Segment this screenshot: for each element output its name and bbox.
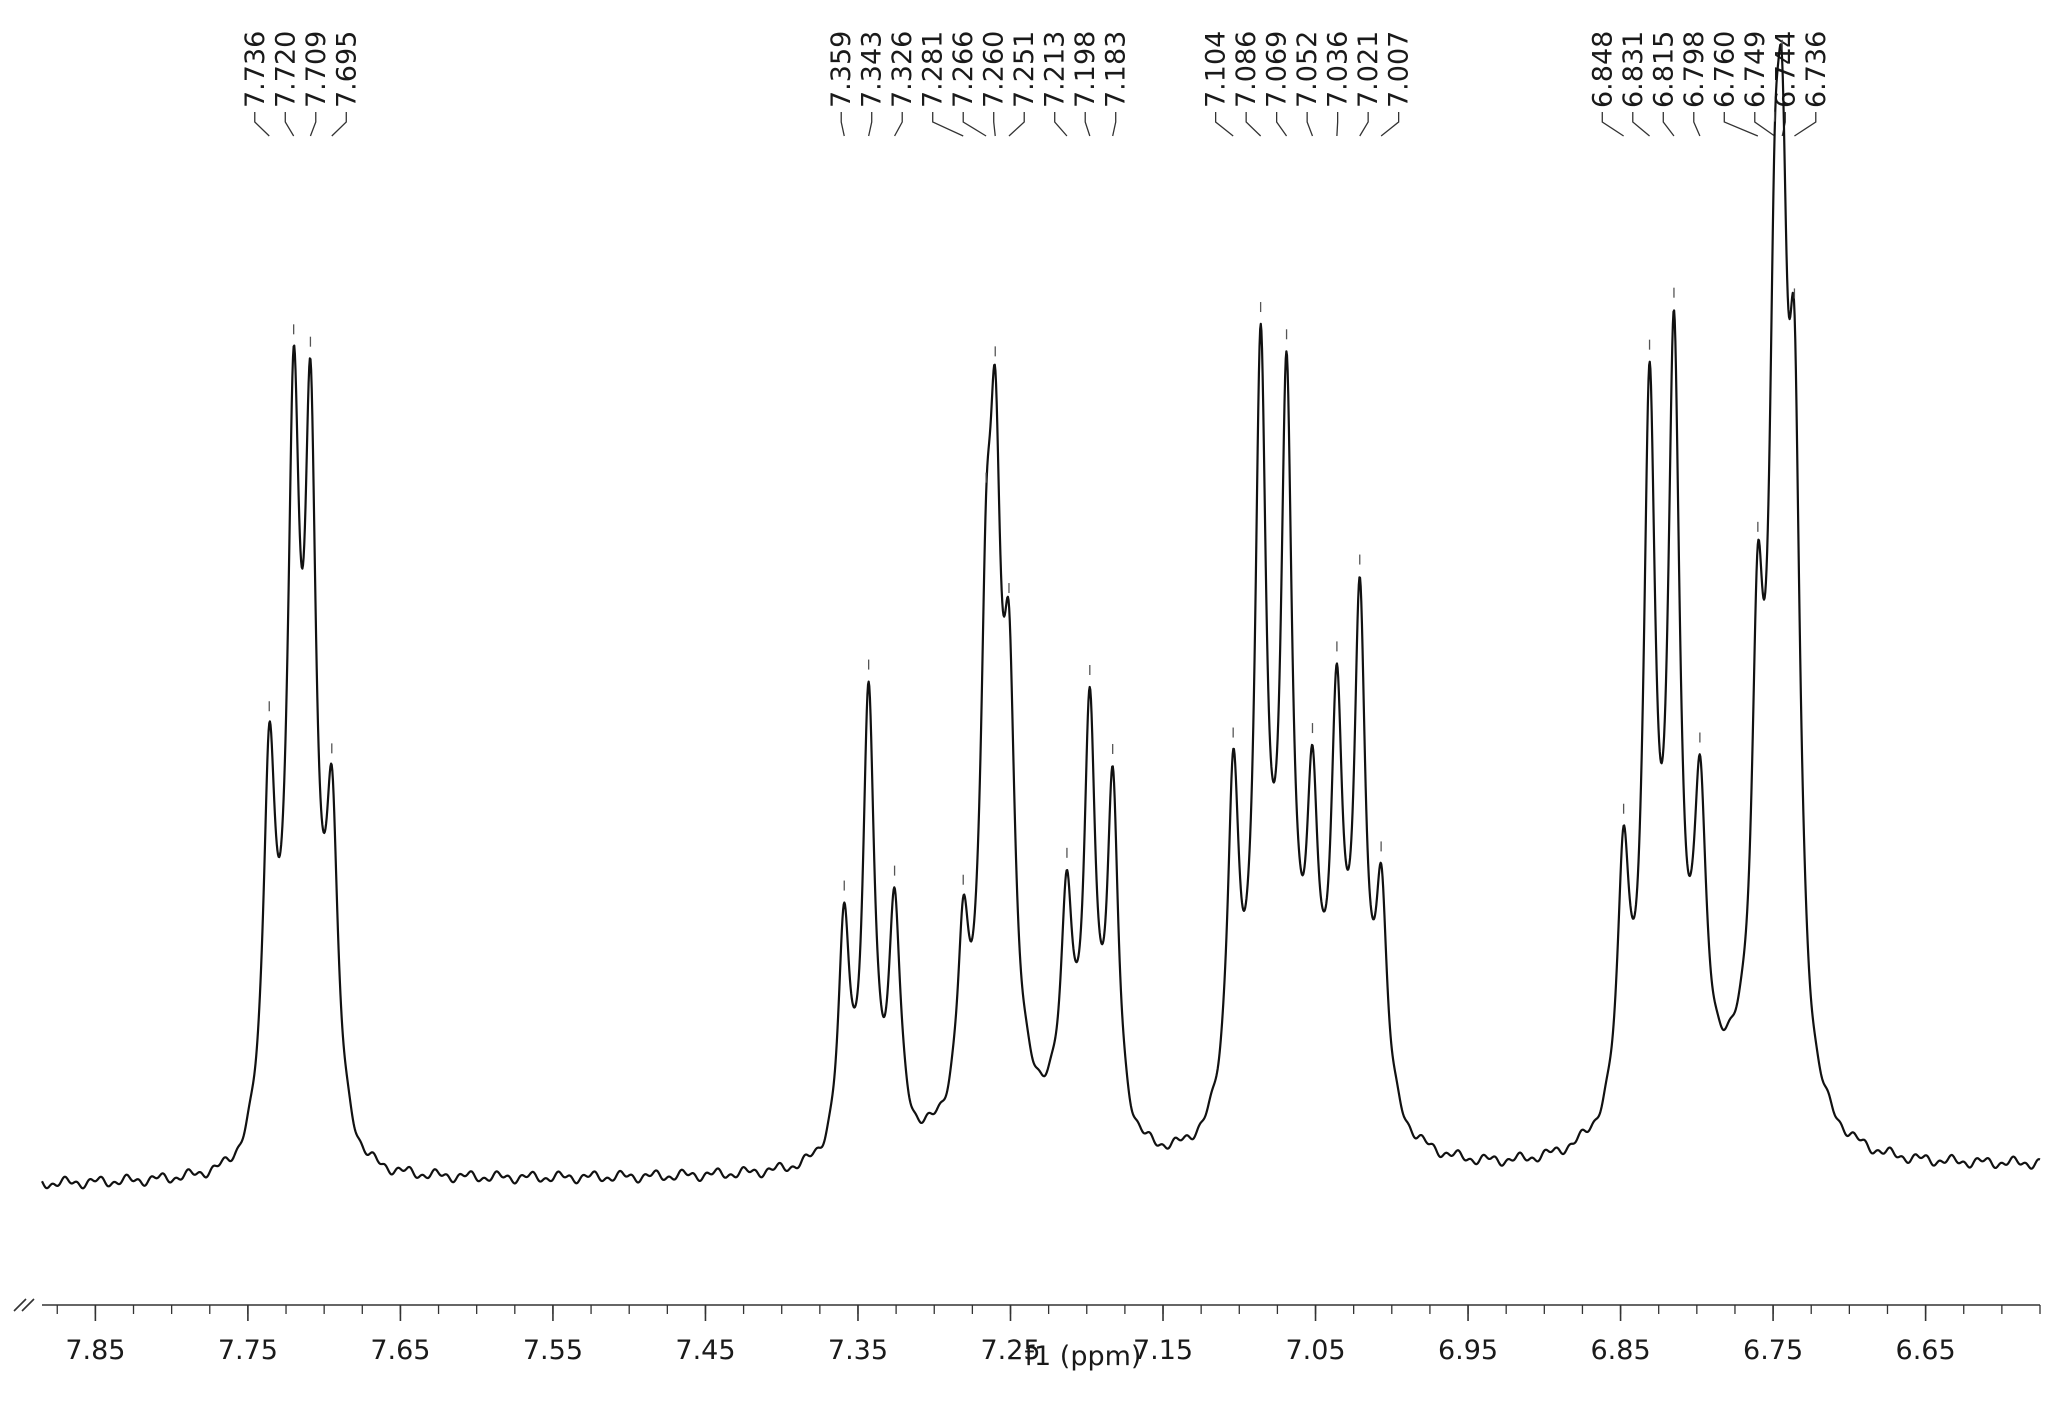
peak-label-connector [1054,112,1068,137]
x-tick-label: 7.55 [523,1335,583,1366]
peak-shift-label: 6.848 [1587,31,1618,108]
peak-label-connector [1632,112,1650,137]
x-tick-label: 7.35 [828,1335,888,1366]
peak-shift-label: 7.021 [1353,31,1384,108]
peak-shift-label: 6.749 [1740,31,1771,108]
peak-shift-label: 7.104 [1201,31,1232,108]
peak-label-connector [1084,112,1091,137]
peak-shift-label: 7.213 [1040,31,1071,108]
peak-shift-label: 7.069 [1262,31,1293,108]
peak-shift-label: 7.183 [1101,31,1132,108]
peak-shift-label: 7.251 [1009,31,1040,108]
peak-shift-label: 6.815 [1648,31,1679,108]
spectrum-line [41,43,2041,1190]
peak-label-connector [1359,112,1369,137]
x-axis [13,1298,2040,1312]
x-tick-label: 7.15 [1133,1335,1193,1366]
peak-label-connector [1306,112,1314,137]
x-tick-label: 7.65 [370,1335,430,1366]
peak-shift-label: 7.720 [270,31,301,108]
spectrum-plot-area [41,43,2041,1190]
x-axis-title: f1 (ppm) [1025,1341,1142,1372]
peak-label-connector [1336,112,1339,137]
peak-label-connector [1693,112,1701,137]
peak-label-connector [1662,112,1675,137]
peak-shift-label: 7.198 [1070,31,1101,108]
peak-label-group: 7.736 7.720 7.709 7.695 7.359 7.343 7.326 7.281… [240,31,1832,137]
peak-shift-label: 7.260 [979,31,1010,108]
axis-break-mark [13,1298,35,1312]
peak-label-connector [1794,112,1817,137]
peak-shift-label: 7.359 [826,31,857,108]
x-tick-label: 6.65 [1896,1335,1956,1366]
peak-label-connector [1276,112,1288,137]
peak-label-connector [284,112,295,137]
peak-shift-label: 7.326 [887,31,918,108]
peak-shift-label: 7.007 [1384,31,1415,108]
peak-label-connector [1723,112,1759,137]
x-tick-label: 6.85 [1591,1335,1651,1366]
peak-label-connector [309,112,317,137]
peak-shift-label: 6.831 [1618,31,1649,108]
x-tick-label: 7.45 [675,1335,735,1366]
peak-label-connector [932,112,964,137]
peak-shift-label: 7.343 [857,31,888,108]
x-tick-label: 7.85 [65,1335,125,1366]
peak-shift-label: 7.266 [948,31,979,108]
peak-shift-label: 7.036 [1323,31,1354,108]
peak-label-connector [993,112,996,137]
peak-label-connector [1601,112,1624,137]
x-tick-label: 7.75 [218,1335,278,1366]
peak-label-connector [1112,112,1117,137]
peak-shift-label: 6.798 [1679,31,1710,108]
x-tick-label: 6.75 [1743,1335,1803,1366]
x-tick-label: 7.05 [1285,1335,1345,1366]
peak-label-connector [1008,112,1025,137]
x-axis-ticks: 7.85 7.75 7.65 7.55 7.45 7.35 7.25 7.15 7.05 6.95… [56,1305,2041,1366]
peak-label-connector [1754,112,1775,137]
peak-shift-label: 7.086 [1231,31,1262,108]
peak-label-connector [1215,112,1234,137]
peak-shift-label: 7.052 [1292,31,1323,108]
peak-shift-label: 6.760 [1709,31,1740,108]
peak-label-connector [331,112,347,137]
peak-shift-label: 7.281 [918,31,949,108]
peak-label-connector [894,112,903,137]
peak-label-connector [962,112,987,137]
x-tick-label: 6.95 [1438,1335,1498,1366]
x-tick-label: 7.25 [980,1335,1040,1366]
peak-label-connector [254,112,270,137]
peak-shift-label: 7.709 [301,31,332,108]
peak-label-connector [840,112,845,137]
peak-shift-label: 7.695 [331,31,362,108]
peak-label-connector [868,112,873,137]
peak-marker-group [268,39,1796,891]
peak-shift-label: 6.736 [1801,31,1832,108]
peak-label-connector [1245,112,1262,137]
peak-label-connector [1380,112,1400,137]
peak-shift-label: 7.736 [240,31,271,108]
